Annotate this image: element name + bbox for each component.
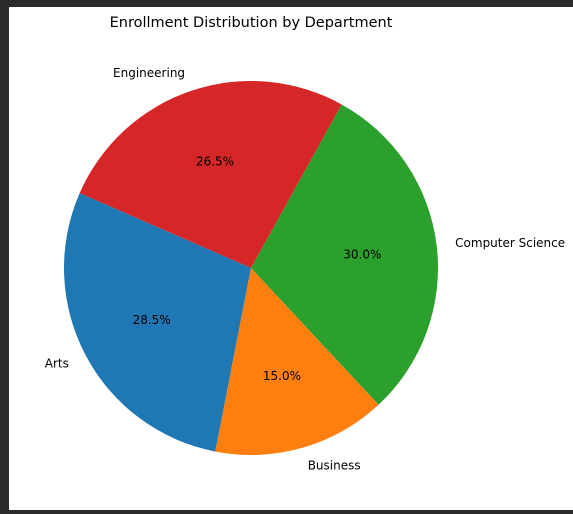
percent-label-business: 15.0%: [263, 369, 301, 383]
slice-label-business: Business: [308, 459, 361, 473]
slices-layer: [63, 81, 438, 455]
percent-label-computer-science: 30.0%: [343, 247, 381, 261]
percent-label-arts: 28.5%: [133, 313, 171, 327]
chart-title: Enrollment Distribution by Department: [110, 15, 393, 31]
slice-label-computer-science: Computer Science: [455, 236, 565, 250]
percent-label-engineering: 26.5%: [196, 155, 234, 169]
percent-labels-layer: 30.0% 26.5% 28.5% 15.0%: [133, 155, 382, 383]
pie-slice-arts: [63, 193, 251, 452]
pie-slice-computer-science: [251, 104, 438, 405]
pie-slice-engineering: [79, 81, 342, 268]
pie-slice-business: [215, 268, 379, 455]
category-labels-layer: Computer Science Engineering Arts Business: [45, 66, 565, 473]
slice-label-arts: Arts: [45, 357, 69, 371]
slice-label-engineering: Engineering: [113, 66, 185, 80]
